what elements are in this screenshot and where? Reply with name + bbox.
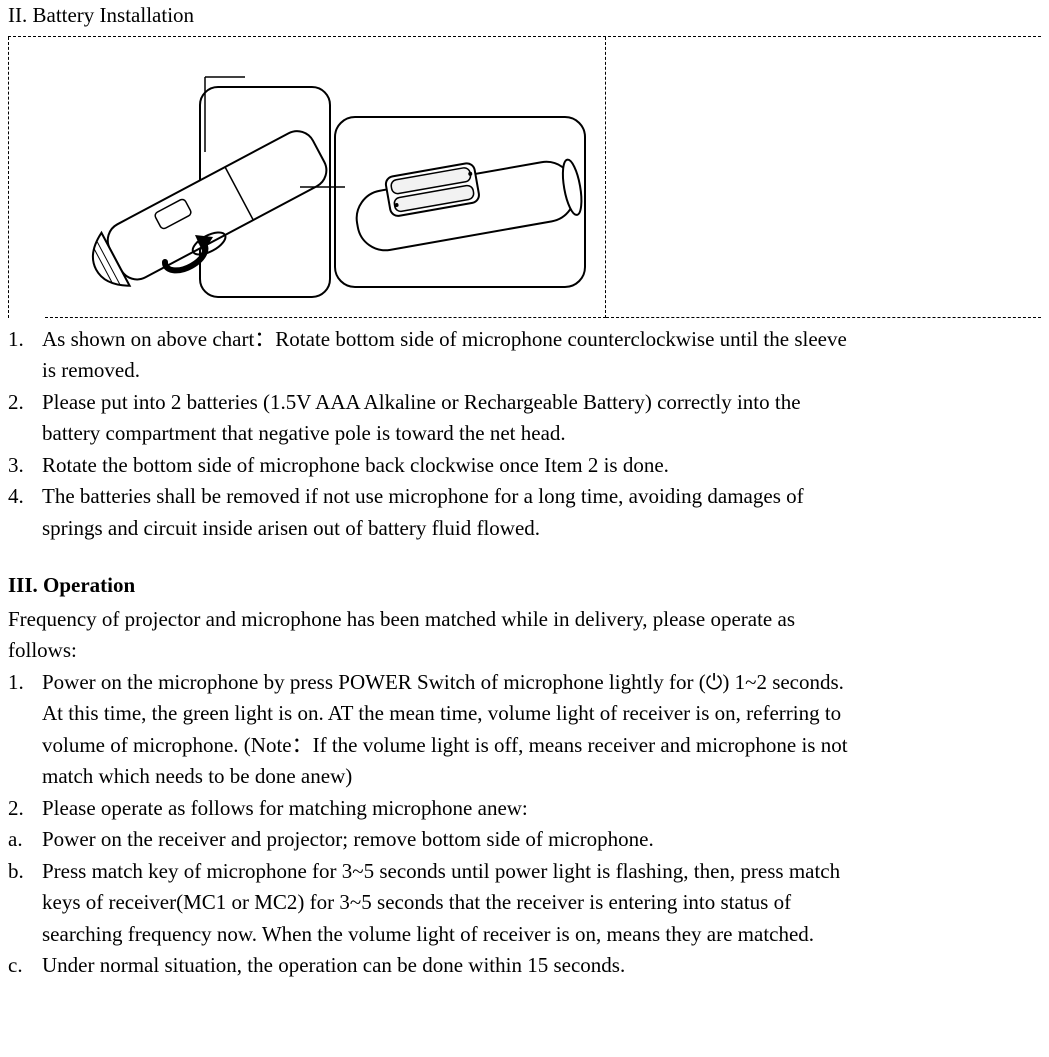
list-marker: b. bbox=[8, 856, 42, 888]
list-marker: 3. bbox=[8, 450, 42, 482]
list-text: The batteries shall be removed if not us… bbox=[42, 481, 1041, 544]
list-item: 1. Power on the microphone by press POWE… bbox=[8, 667, 1041, 793]
list-marker: 1. bbox=[8, 324, 42, 356]
list-marker: c. bbox=[8, 950, 42, 982]
list-item: 1. As shown on above chart：Rotate bottom… bbox=[8, 324, 1041, 387]
figure-dashed-right-bottom bbox=[606, 317, 1041, 318]
battery-install-figure bbox=[45, 37, 606, 318]
operation-numbered: 1. Power on the microphone by press POWE… bbox=[8, 667, 1041, 825]
list-text: Please put into 2 batteries (1.5V AAA Al… bbox=[42, 387, 1041, 450]
battery-steps: 1. As shown on above chart：Rotate bottom… bbox=[8, 324, 1041, 545]
operation-intro: Frequency of projector and microphone ha… bbox=[8, 604, 1041, 667]
list-marker: 2. bbox=[8, 387, 42, 419]
section-iii-title: III. Operation bbox=[8, 570, 1041, 602]
list-item: c. Under normal situation, the operation… bbox=[8, 950, 1041, 982]
list-item: 2. Please operate as follows for matchin… bbox=[8, 793, 1041, 825]
list-text: Power on the receiver and projector; rem… bbox=[42, 824, 1041, 856]
figure-dashed-left bbox=[8, 37, 45, 318]
list-item: a. Power on the receiver and projector; … bbox=[8, 824, 1041, 856]
list-text: Power on the microphone by press POWER S… bbox=[42, 667, 1041, 793]
list-text: Press match key of microphone for 3~5 se… bbox=[42, 856, 1041, 951]
list-marker: 2. bbox=[8, 793, 42, 825]
list-item: b. Press match key of microphone for 3~5… bbox=[8, 856, 1041, 951]
list-text: Please operate as follows for matching m… bbox=[42, 793, 1041, 825]
list-marker: 4. bbox=[8, 481, 42, 513]
list-text: Rotate the bottom side of microphone bac… bbox=[42, 450, 1041, 482]
document-page: II. Battery Installation bbox=[0, 0, 1049, 1002]
list-text: Under normal situation, the operation ca… bbox=[42, 950, 1041, 982]
list-item: 2. Please put into 2 batteries (1.5V AAA… bbox=[8, 387, 1041, 450]
list-item: 4. The batteries shall be removed if not… bbox=[8, 481, 1041, 544]
section-gap bbox=[8, 544, 1041, 570]
section-ii-title: II. Battery Installation bbox=[8, 0, 1041, 32]
list-marker: 1. bbox=[8, 667, 42, 699]
list-text: As shown on above chart：Rotate bottom si… bbox=[42, 324, 1041, 387]
figure-row bbox=[8, 37, 1041, 318]
operation-lettered: a. Power on the receiver and projector; … bbox=[8, 824, 1041, 982]
list-item: 3. Rotate the bottom side of microphone … bbox=[8, 450, 1041, 482]
list-marker: a. bbox=[8, 824, 42, 856]
